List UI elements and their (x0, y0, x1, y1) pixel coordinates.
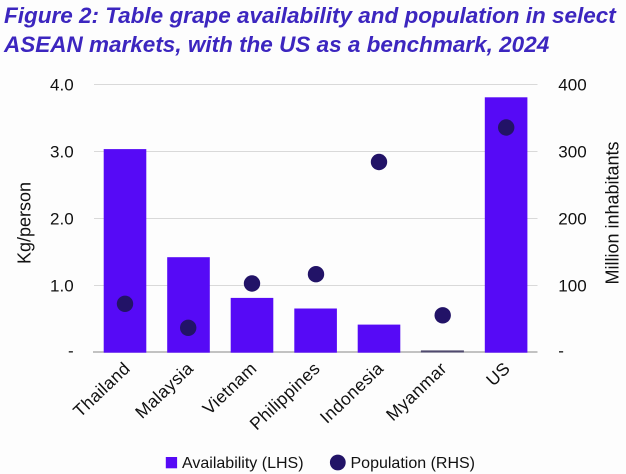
svg-text:Availability (LHS): Availability (LHS) (182, 455, 304, 472)
svg-text:200: 200 (558, 210, 586, 229)
svg-text:4.0: 4.0 (50, 76, 74, 95)
svg-text:Malaysia: Malaysia (131, 358, 197, 422)
svg-text:Indonesia: Indonesia (316, 358, 387, 427)
svg-text:Population (RHS): Population (RHS) (351, 455, 476, 472)
svg-text:100: 100 (558, 277, 586, 296)
svg-text:2.0: 2.0 (50, 210, 74, 229)
svg-text:-: - (558, 342, 564, 361)
svg-text:Thailand: Thailand (69, 358, 134, 421)
svg-text:400: 400 (558, 76, 586, 95)
svg-text:Myanmar: Myanmar (382, 358, 451, 425)
svg-text:300: 300 (558, 143, 586, 162)
svg-text:3.0: 3.0 (50, 143, 74, 162)
svg-text:1.0: 1.0 (50, 277, 74, 296)
svg-text:Vietnam: Vietnam (199, 358, 261, 418)
svg-text:Kg/person: Kg/person (15, 182, 35, 264)
svg-text:Million inhabitants: Million inhabitants (603, 141, 623, 284)
svg-text:US: US (482, 358, 514, 390)
svg-text:-: - (68, 342, 74, 361)
